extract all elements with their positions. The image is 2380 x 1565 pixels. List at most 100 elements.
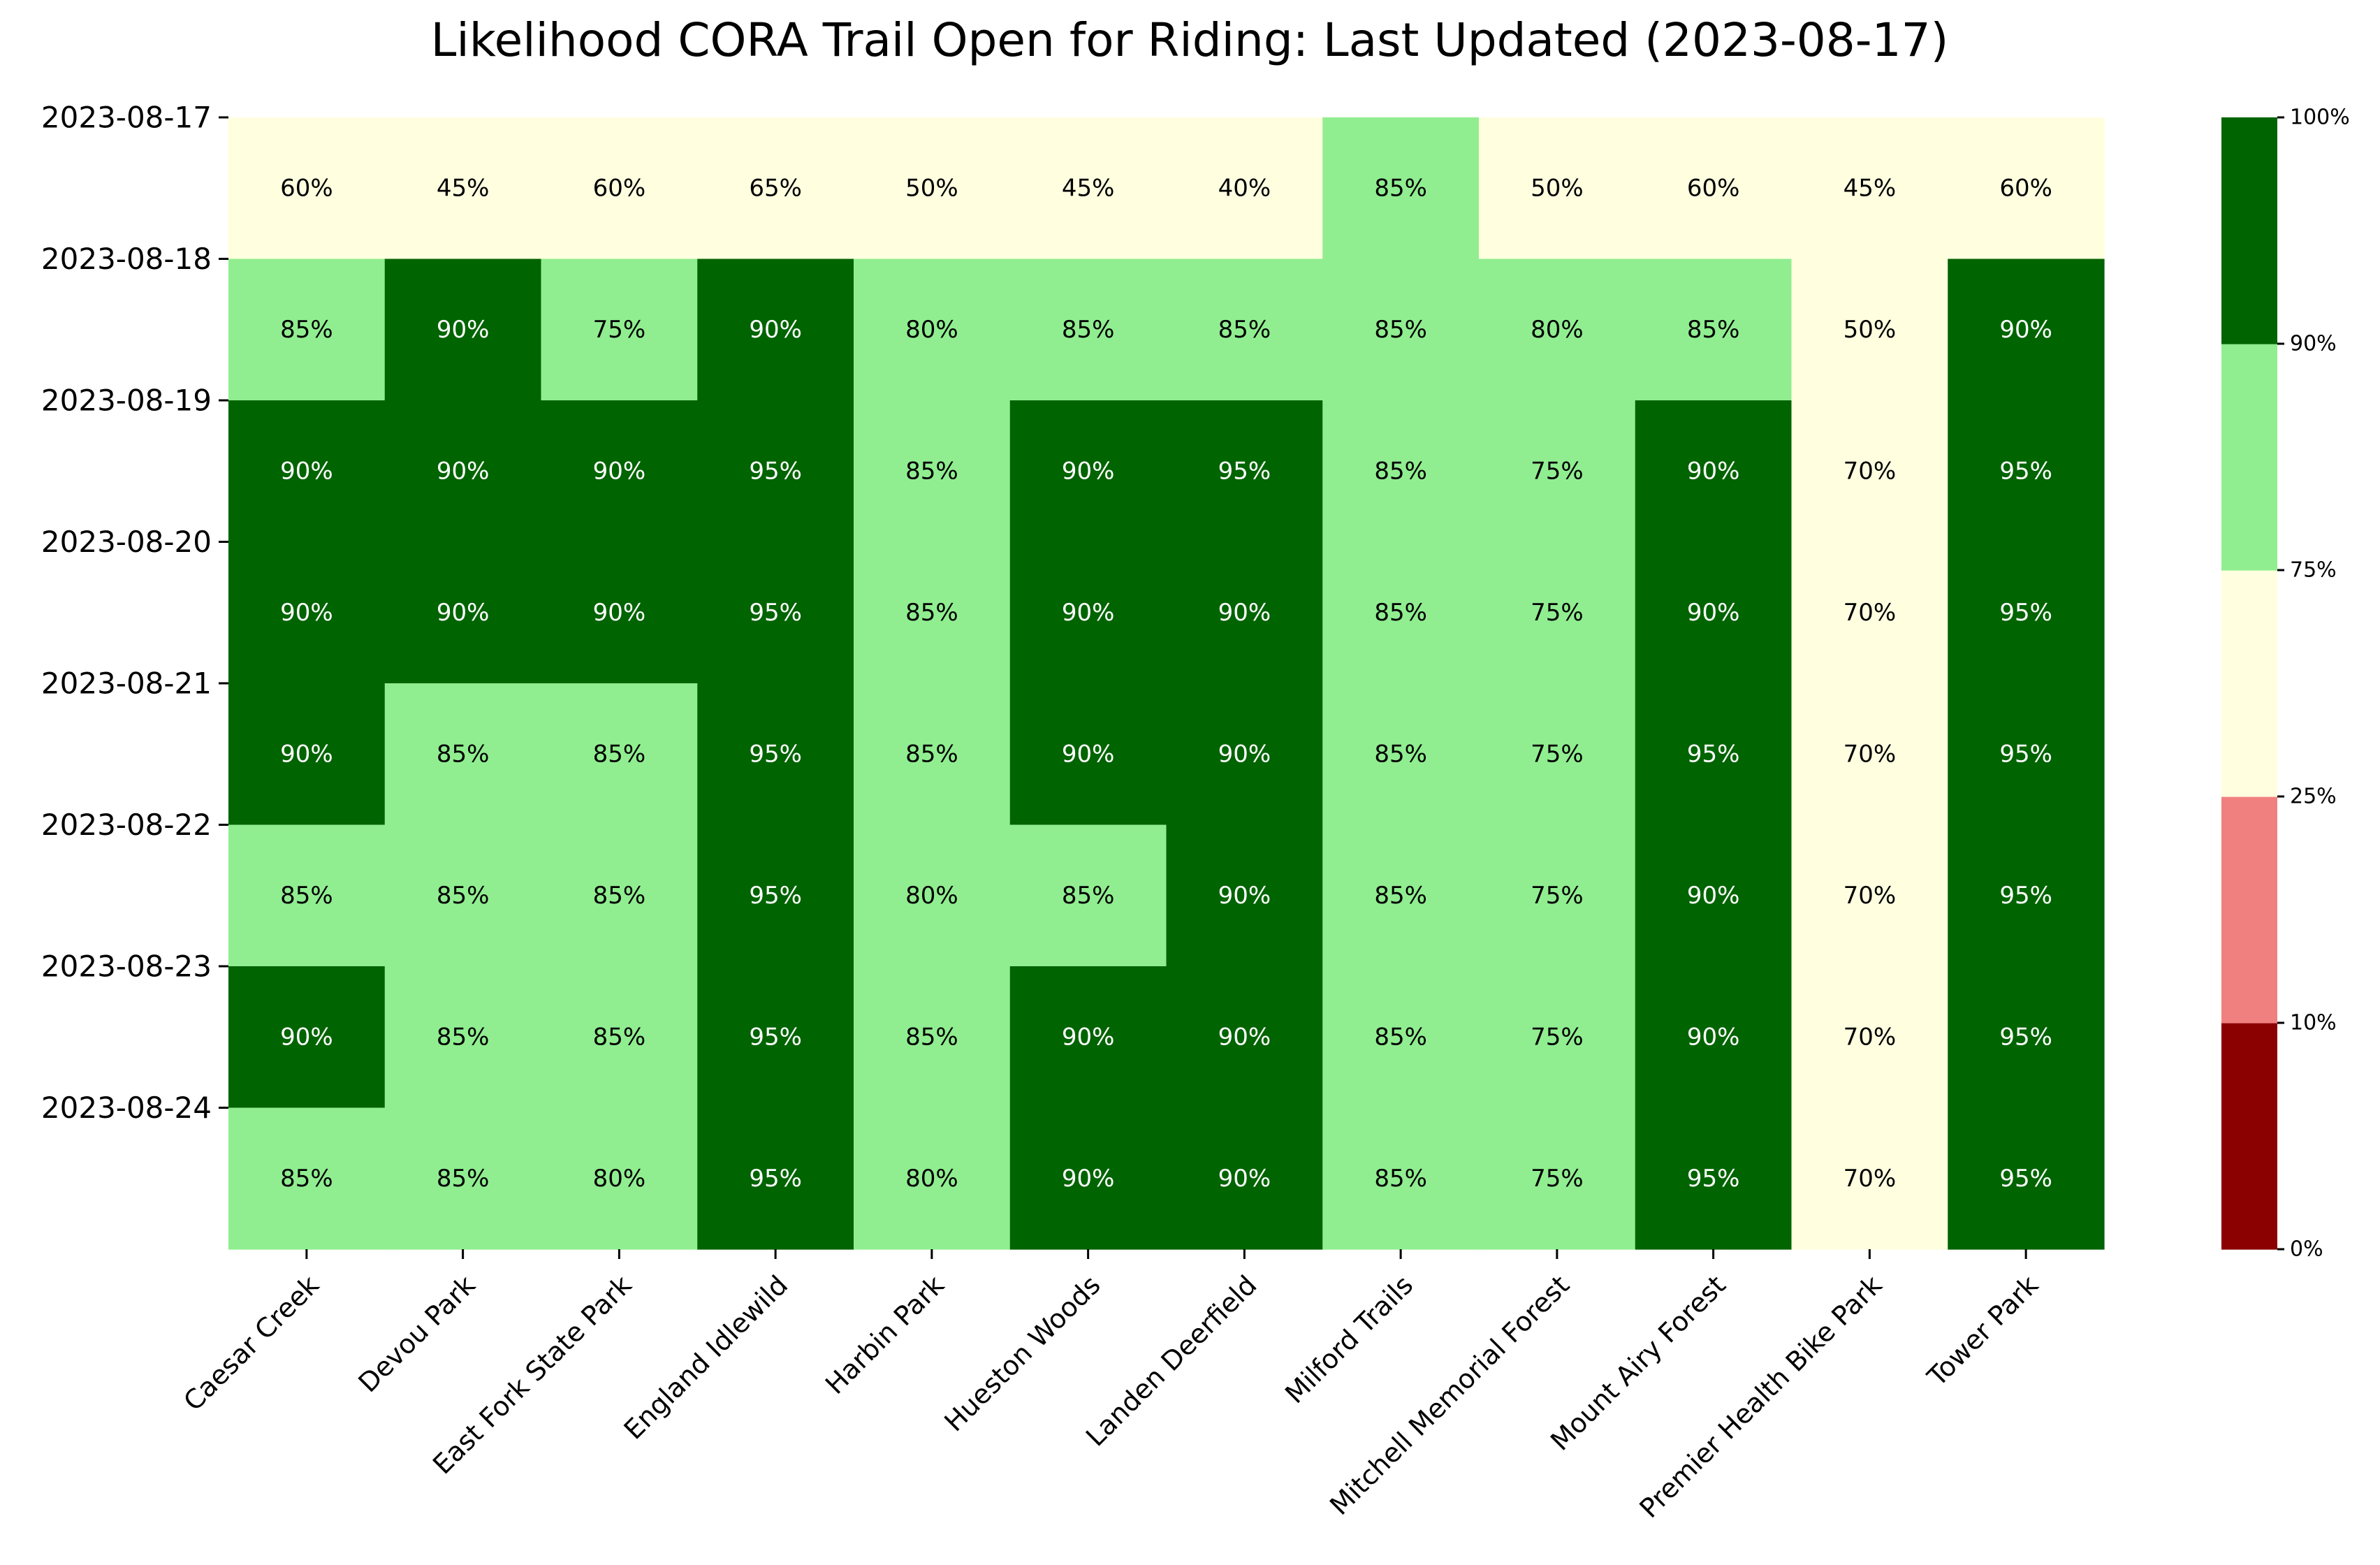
- cell-value-label: 80%: [593, 1165, 646, 1193]
- heatmap-cell: [541, 259, 698, 401]
- heatmap-cell: [1322, 400, 1480, 543]
- heatmap-cell: [1948, 117, 2105, 260]
- heatmap-cell: [1635, 966, 1793, 1109]
- heatmap-cell: [228, 683, 386, 826]
- heatmap-cell: [697, 541, 854, 684]
- cell-value-label: 40%: [1218, 174, 1271, 202]
- heatmap-cell: [1948, 1107, 2105, 1250]
- x-tick-label: Hueston Woods: [938, 1269, 1106, 1437]
- x-tick-label: Devou Park: [352, 1269, 481, 1398]
- cell-value-label: 85%: [1374, 599, 1427, 627]
- colorbar-tick-label: 75%: [2290, 558, 2337, 583]
- heatmap-cell: [384, 683, 542, 826]
- colorbar: 0% 10% 25% 75% 90% 100%: [2221, 105, 2350, 1262]
- heatmap-cell: [1322, 541, 1480, 684]
- cell-value-label: 85%: [1374, 1165, 1427, 1193]
- cell-value-label: 90%: [749, 316, 802, 344]
- heatmap-cell: [1322, 1107, 1480, 1250]
- cell-value-label: 95%: [749, 1023, 802, 1051]
- heatmap-cell: [541, 683, 698, 826]
- cell-value-label: 45%: [1844, 174, 1897, 202]
- heatmap-cell: [1635, 824, 1793, 967]
- cell-value-label: 85%: [280, 1165, 333, 1193]
- y-tick-label: 2023-08-18: [41, 242, 212, 276]
- heatmap-cell: [1791, 541, 1948, 684]
- cell-value-label: 90%: [1062, 599, 1115, 627]
- cell-value-label: 95%: [1687, 1165, 1740, 1193]
- cell-value-label: 85%: [1062, 316, 1115, 344]
- heatmap-cell: [854, 259, 1011, 401]
- cell-value-label: 65%: [749, 174, 802, 202]
- heatmap-cell: [228, 1107, 386, 1250]
- heatmap-cell: [384, 966, 542, 1109]
- heatmap-cell: [1635, 1107, 1793, 1250]
- heatmap-cell: [541, 117, 698, 260]
- cell-value-label: 85%: [905, 740, 958, 768]
- cell-value-label: 85%: [1374, 174, 1427, 202]
- cell-value-label: 95%: [749, 740, 802, 768]
- y-tick-label: 2023-08-23: [41, 949, 212, 984]
- heatmap-cell: [1009, 966, 1167, 1109]
- heatmap-cell: [541, 824, 698, 967]
- cell-value-label: 85%: [1374, 457, 1427, 485]
- cell-value-label: 80%: [1531, 316, 1584, 344]
- cell-value-label: 95%: [1218, 457, 1271, 485]
- cell-value-label: 70%: [1844, 740, 1897, 768]
- heatmap-cell: [1635, 259, 1793, 401]
- heatmap-cell: [697, 824, 854, 967]
- cell-value-label: 75%: [1531, 882, 1584, 910]
- chart-title: Likelihood CORA Trail Open for Riding: L…: [431, 13, 1949, 67]
- cell-value-label: 95%: [749, 1165, 802, 1193]
- cell-value-label: 75%: [1531, 1165, 1584, 1193]
- cell-value-label: 70%: [1844, 882, 1897, 910]
- heatmap-cell: [1322, 966, 1480, 1109]
- x-tick-label: Harbin Park: [819, 1269, 950, 1400]
- cell-value-label: 90%: [1687, 599, 1740, 627]
- cell-value-label: 90%: [1218, 882, 1271, 910]
- cell-value-label: 90%: [280, 1023, 333, 1051]
- x-tick-label: Mount Airy Forest: [1545, 1269, 1732, 1457]
- cell-value-label: 85%: [437, 740, 490, 768]
- cell-value-label: 95%: [1999, 740, 2052, 768]
- cell-value-label: 90%: [1687, 1023, 1740, 1051]
- y-tick-label: 2023-08-19: [41, 384, 212, 418]
- cell-value-label: 85%: [1374, 740, 1427, 768]
- cell-value-label: 85%: [905, 599, 958, 627]
- heatmap-cell: [1479, 824, 1636, 967]
- cell-value-label: 85%: [905, 1023, 958, 1051]
- cell-value-label: 45%: [1062, 174, 1115, 202]
- cell-value-label: 90%: [1218, 1165, 1271, 1193]
- y-axis: 2023-08-17 2023-08-18 2023-08-19 2023-08-20…: [41, 101, 228, 1125]
- heatmap-cell: [1948, 541, 2105, 684]
- colorbar-segment: [2221, 344, 2277, 571]
- heatmap-cell: [541, 966, 698, 1109]
- cell-value-label: 75%: [1531, 599, 1584, 627]
- x-tick-label: Landen Deerfield: [1080, 1269, 1263, 1453]
- cell-value-label: 85%: [280, 316, 333, 344]
- cell-value-label: 50%: [1844, 316, 1897, 344]
- heatmap-cell: [541, 1107, 698, 1250]
- cell-value-label: 85%: [1687, 316, 1740, 344]
- heatmap-cell: [1635, 117, 1793, 260]
- cell-value-label: 90%: [1218, 599, 1271, 627]
- heatmap-cell: [1322, 683, 1480, 826]
- heatmap-cell: [1009, 824, 1167, 967]
- cell-value-label: 60%: [1687, 174, 1740, 202]
- x-tick-label: Milford Trails: [1279, 1269, 1419, 1409]
- heatmap-cell: [1791, 1107, 1948, 1250]
- heatmap-cell: [228, 259, 386, 401]
- heatmap-cell: [1948, 824, 2105, 967]
- heatmap-cell: [854, 400, 1011, 543]
- cell-value-label: 95%: [1999, 1023, 2052, 1051]
- heatmap-cell: [1322, 117, 1480, 260]
- heatmap-cell: [1166, 1107, 1323, 1250]
- cell-value-label: 95%: [1999, 457, 2052, 485]
- cell-value-label: 80%: [905, 316, 958, 344]
- heatmap-cell: [697, 966, 854, 1109]
- cell-value-label: 85%: [437, 882, 490, 910]
- heatmap-cell: [1791, 683, 1948, 826]
- heatmap-cell: [228, 824, 386, 967]
- x-tick-label: England Idlewild: [618, 1269, 794, 1446]
